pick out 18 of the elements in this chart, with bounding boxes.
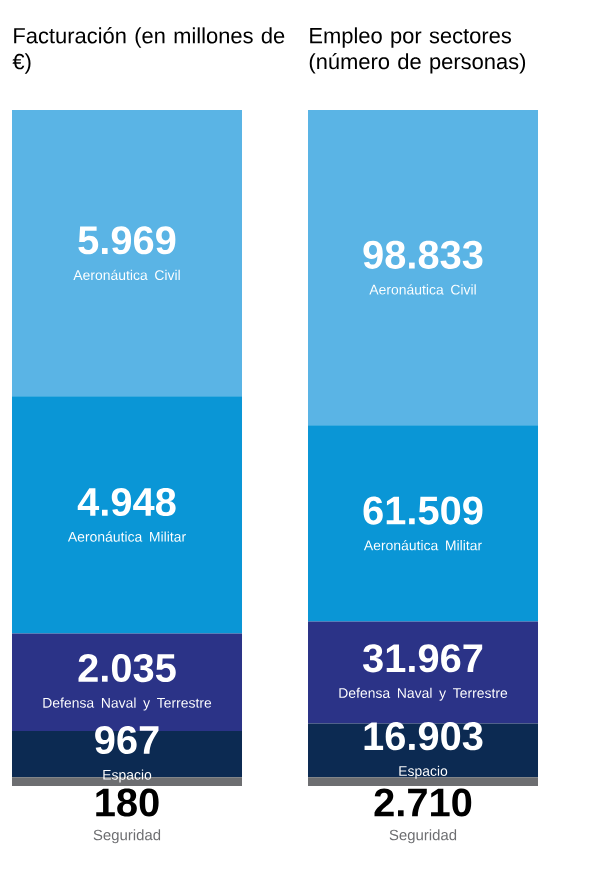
- bar: [308, 777, 539, 786]
- bar: [308, 425, 539, 622]
- data-label: 31.967: [362, 644, 483, 673]
- data-label: 4.948: [77, 487, 176, 517]
- bar: [12, 396, 243, 634]
- bar: [308, 621, 539, 724]
- chart-title: Facturación (en millones de €): [12, 27, 285, 74]
- data-label: 5.969: [78, 226, 176, 255]
- bar: [308, 109, 539, 426]
- bar: [12, 109, 243, 397]
- chart-title: Empleo por sectores (número de personas): [309, 27, 526, 74]
- data-label: 967: [95, 725, 159, 755]
- data-label: 98.833: [363, 240, 483, 269]
- data-label: 16.903: [364, 722, 483, 751]
- data-label: 61.509: [363, 496, 483, 525]
- data-label: 180: [96, 788, 159, 817]
- data-label: 2.035: [78, 653, 176, 683]
- data-label: 2.710: [374, 788, 472, 817]
